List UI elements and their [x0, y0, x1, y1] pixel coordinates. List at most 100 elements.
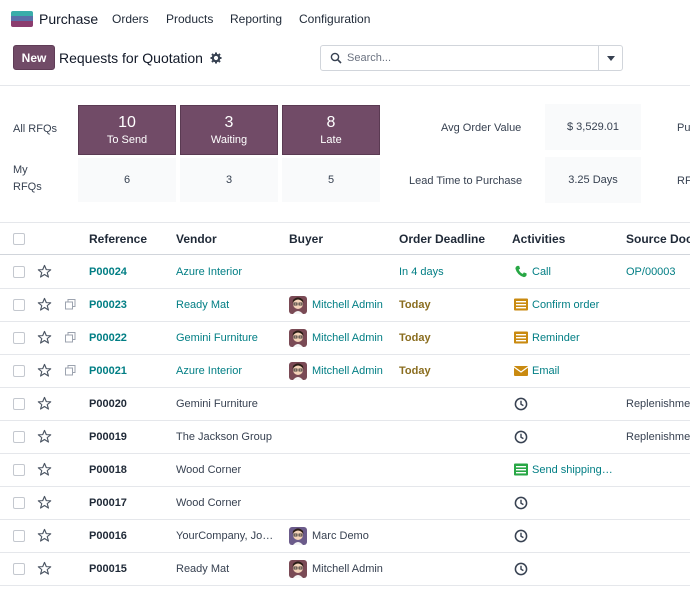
row-checkbox[interactable]: [13, 563, 25, 575]
avatar: [289, 296, 307, 314]
star-icon[interactable]: [37, 528, 52, 543]
source-document-cell[interactable]: OP/00003: [626, 266, 676, 278]
vendor-cell[interactable]: Azure Interior: [176, 365, 243, 377]
avatar: [289, 560, 307, 578]
table-row[interactable]: P00016 YourCompany, Jo… Marc Demo: [0, 520, 690, 553]
my-rfqs-label-line2: RFQs: [13, 181, 42, 193]
column-order-deadline[interactable]: Order Deadline: [399, 232, 486, 246]
star-icon[interactable]: [37, 429, 52, 444]
phone-icon[interactable]: [514, 265, 528, 278]
column-source-document[interactable]: Source Docu: [626, 232, 690, 246]
search-options-toggle[interactable]: [598, 46, 622, 70]
avatar: [289, 527, 307, 545]
row-checkbox[interactable]: [13, 497, 25, 509]
vendor-cell[interactable]: Ready Mat: [176, 299, 230, 311]
todo-list-icon[interactable]: [514, 331, 528, 344]
activity-cell[interactable]: Send shipping…: [532, 464, 613, 476]
buyer-cell: Mitchell Admin: [312, 365, 383, 377]
reference-cell: P00016: [89, 530, 127, 542]
activity-cell[interactable]: Email: [532, 365, 560, 377]
tile-count: 10: [118, 114, 136, 131]
my-to-send-count[interactable]: 6: [78, 158, 176, 202]
table-row[interactable]: P00017 Wood Corner: [0, 487, 690, 520]
table-header: Reference Vendor Buyer Order Deadline Ac…: [0, 223, 690, 255]
divider: [0, 85, 690, 86]
email-icon[interactable]: [514, 364, 528, 377]
star-icon[interactable]: [37, 462, 52, 477]
row-checkbox[interactable]: [13, 530, 25, 542]
activity-cell[interactable]: Reminder: [532, 332, 580, 344]
row-checkbox[interactable]: [13, 464, 25, 476]
deadline-cell: In 4 days: [399, 266, 444, 278]
clock-icon[interactable]: [514, 496, 528, 510]
top-navbar: Purchase Orders Products Reporting Confi…: [0, 0, 690, 38]
avg-order-value: $ 3,529.01: [545, 104, 641, 150]
clock-icon[interactable]: [514, 397, 528, 411]
table-row[interactable]: P00024 Azure Interior In 4 days Call OP/0000…: [0, 256, 690, 289]
menu-products[interactable]: Products: [166, 12, 214, 26]
select-all-checkbox[interactable]: [13, 233, 25, 245]
vendor-cell[interactable]: Gemini Furniture: [176, 332, 258, 344]
star-icon[interactable]: [37, 330, 52, 345]
reference-cell[interactable]: P00022: [89, 332, 127, 344]
row-checkbox[interactable]: [13, 332, 25, 344]
reference-cell[interactable]: P00024: [89, 266, 127, 278]
new-button[interactable]: New: [13, 45, 55, 70]
search-input[interactable]: [347, 49, 587, 67]
star-icon[interactable]: [37, 561, 52, 576]
app-name[interactable]: Purchase: [39, 11, 99, 27]
clock-icon[interactable]: [514, 430, 528, 444]
todo-list-icon[interactable]: [514, 298, 528, 311]
star-icon[interactable]: [37, 297, 52, 312]
column-vendor[interactable]: Vendor: [176, 232, 217, 246]
row-checkbox[interactable]: [13, 266, 25, 278]
buyer-cell: Mitchell Admin: [312, 332, 383, 344]
star-icon[interactable]: [37, 396, 52, 411]
menu-reporting[interactable]: Reporting: [230, 12, 283, 26]
table-row[interactable]: P00018 Wood Corner Send shipping…: [0, 454, 690, 487]
reference-cell[interactable]: P00021: [89, 365, 127, 377]
table-row[interactable]: P00023 Ready Mat Mitchell Admin Today Confir…: [0, 289, 690, 322]
duplicate-icon: [65, 365, 76, 376]
activity-cell[interactable]: Call: [532, 266, 551, 278]
vendor-cell: Gemini Furniture: [176, 398, 258, 410]
vendor-cell: YourCompany, Jo…: [176, 530, 274, 542]
menu-configuration[interactable]: Configuration: [299, 12, 371, 26]
my-late-count[interactable]: 5: [282, 158, 380, 202]
purchase-app-icon[interactable]: [11, 11, 33, 27]
vendor-cell[interactable]: Azure Interior: [176, 266, 243, 278]
row-checkbox[interactable]: [13, 398, 25, 410]
table-row[interactable]: P00015 Ready Mat Mitchell Admin: [0, 553, 690, 586]
tile-label: Waiting: [210, 134, 248, 146]
column-activities[interactable]: Activities: [512, 232, 566, 246]
table-row[interactable]: P00022 Gemini Furniture Mitchell Admin Toda…: [0, 322, 690, 355]
buyer-cell: Mitchell Admin: [312, 563, 383, 575]
tile-late[interactable]: 8 Late: [282, 105, 380, 155]
table-row[interactable]: P00020 Gemini Furniture Replenishme: [0, 388, 690, 421]
row-checkbox[interactable]: [13, 299, 25, 311]
deadline-cell: Today: [399, 299, 431, 311]
activity-cell[interactable]: Confirm order: [532, 299, 600, 311]
reference-cell[interactable]: P00023: [89, 299, 127, 311]
vendor-cell: Wood Corner: [176, 497, 242, 509]
my-waiting-count[interactable]: 3: [180, 158, 278, 202]
tile-label: To Send: [106, 134, 148, 146]
clock-icon[interactable]: [514, 562, 528, 576]
star-icon[interactable]: [37, 495, 52, 510]
gear-icon[interactable]: [210, 52, 222, 64]
column-reference[interactable]: Reference: [89, 232, 148, 246]
tile-waiting[interactable]: 3 Waiting: [180, 105, 278, 155]
upload-document-icon[interactable]: [514, 463, 528, 476]
reference-cell: P00018: [89, 464, 127, 476]
lead-time-label: Lead Time to Purchase: [409, 175, 523, 187]
row-checkbox[interactable]: [13, 365, 25, 377]
star-icon[interactable]: [37, 363, 52, 378]
menu-orders[interactable]: Orders: [112, 12, 149, 26]
row-checkbox[interactable]: [13, 431, 25, 443]
star-icon[interactable]: [37, 264, 52, 279]
table-row[interactable]: P00021 Azure Interior Mitchell Admin Today E…: [0, 355, 690, 388]
clock-icon[interactable]: [514, 529, 528, 543]
tile-to-send[interactable]: 10 To Send: [78, 105, 176, 155]
table-row[interactable]: P00019 The Jackson Group Replenishme: [0, 421, 690, 454]
column-buyer[interactable]: Buyer: [289, 232, 324, 246]
